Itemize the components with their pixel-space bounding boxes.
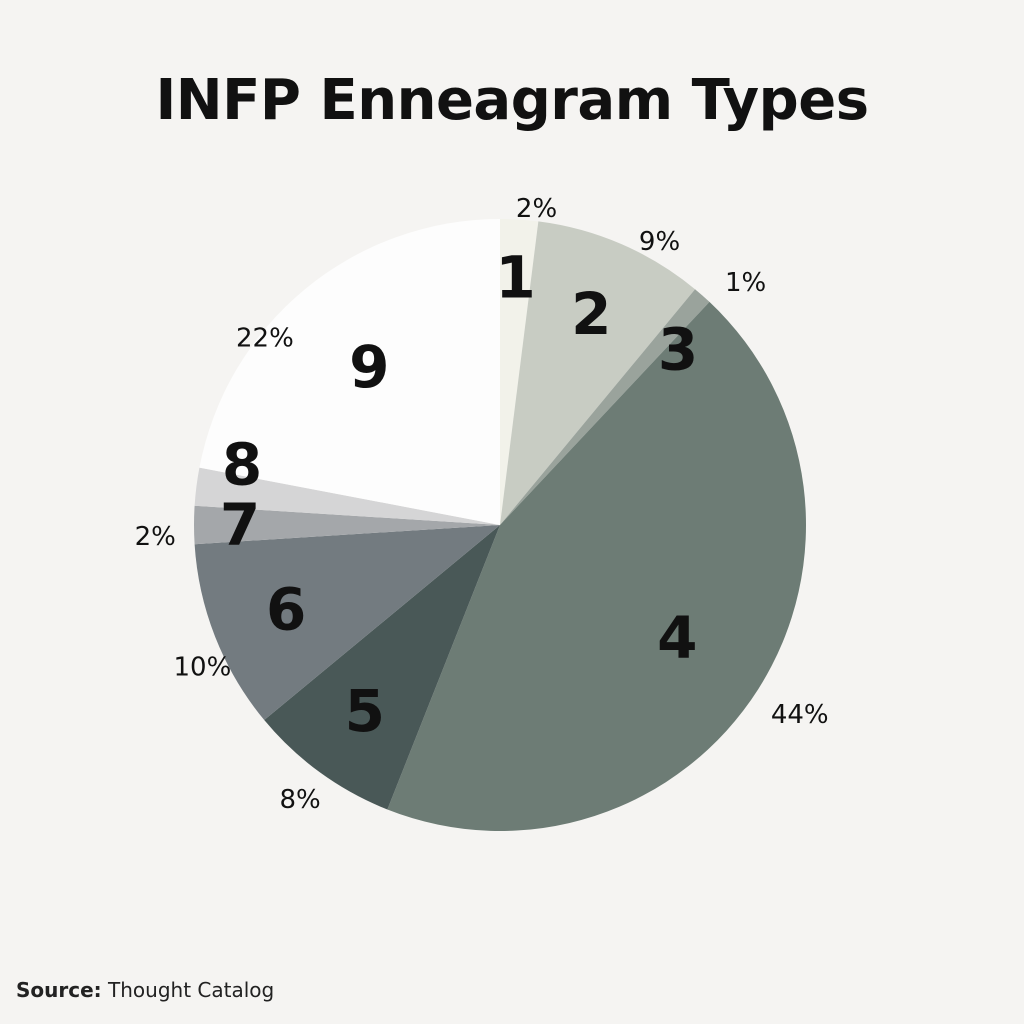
- slice-percent-5: 8%: [280, 785, 321, 815]
- pie-slices: [194, 218, 806, 831]
- pie-slice-type-4: [387, 301, 806, 831]
- slice-percent-6: 10%: [173, 653, 231, 683]
- slice-percent-7: 2%: [135, 522, 176, 552]
- source-line: Source: Thought Catalog: [16, 978, 274, 1002]
- slice-percent-2: 9%: [639, 227, 680, 257]
- slice-number-8: 8: [222, 430, 262, 498]
- chart-title: INFP Enneagram Types: [155, 68, 869, 133]
- source-label: Source:: [16, 978, 102, 1002]
- slice-number-7: 7: [220, 491, 260, 559]
- pie-slice-type-6: [194, 525, 500, 721]
- pie-slice-type-8: [194, 467, 500, 525]
- pie-slice-type-1: [500, 219, 539, 525]
- slice-number-2: 2: [571, 280, 611, 348]
- slice-percent-9: 22%: [236, 324, 294, 354]
- pie-slice-type-3: [500, 289, 710, 525]
- slice-number-3: 3: [658, 315, 698, 383]
- pie-slice-type-2: [500, 221, 696, 525]
- slice-number-5: 5: [345, 677, 385, 745]
- pie-slice-type-9: [199, 218, 500, 526]
- pie-slice-type-7: [194, 505, 500, 545]
- slice-number-9: 9: [349, 333, 389, 401]
- slice-number-4: 4: [657, 604, 697, 672]
- slice-percent-1: 2%: [516, 194, 557, 224]
- slice-number-1: 1: [495, 243, 535, 311]
- slice-number-6: 6: [266, 576, 306, 644]
- slice-percent-4: 44%: [771, 700, 829, 730]
- slice-percent-3: 1%: [725, 268, 766, 298]
- source-text: Thought Catalog: [108, 978, 275, 1002]
- slice-percent-labels: 2% 9% 1% 44% 8% 10% 2% 22%: [135, 194, 829, 815]
- pie-slice-type-5: [264, 525, 500, 810]
